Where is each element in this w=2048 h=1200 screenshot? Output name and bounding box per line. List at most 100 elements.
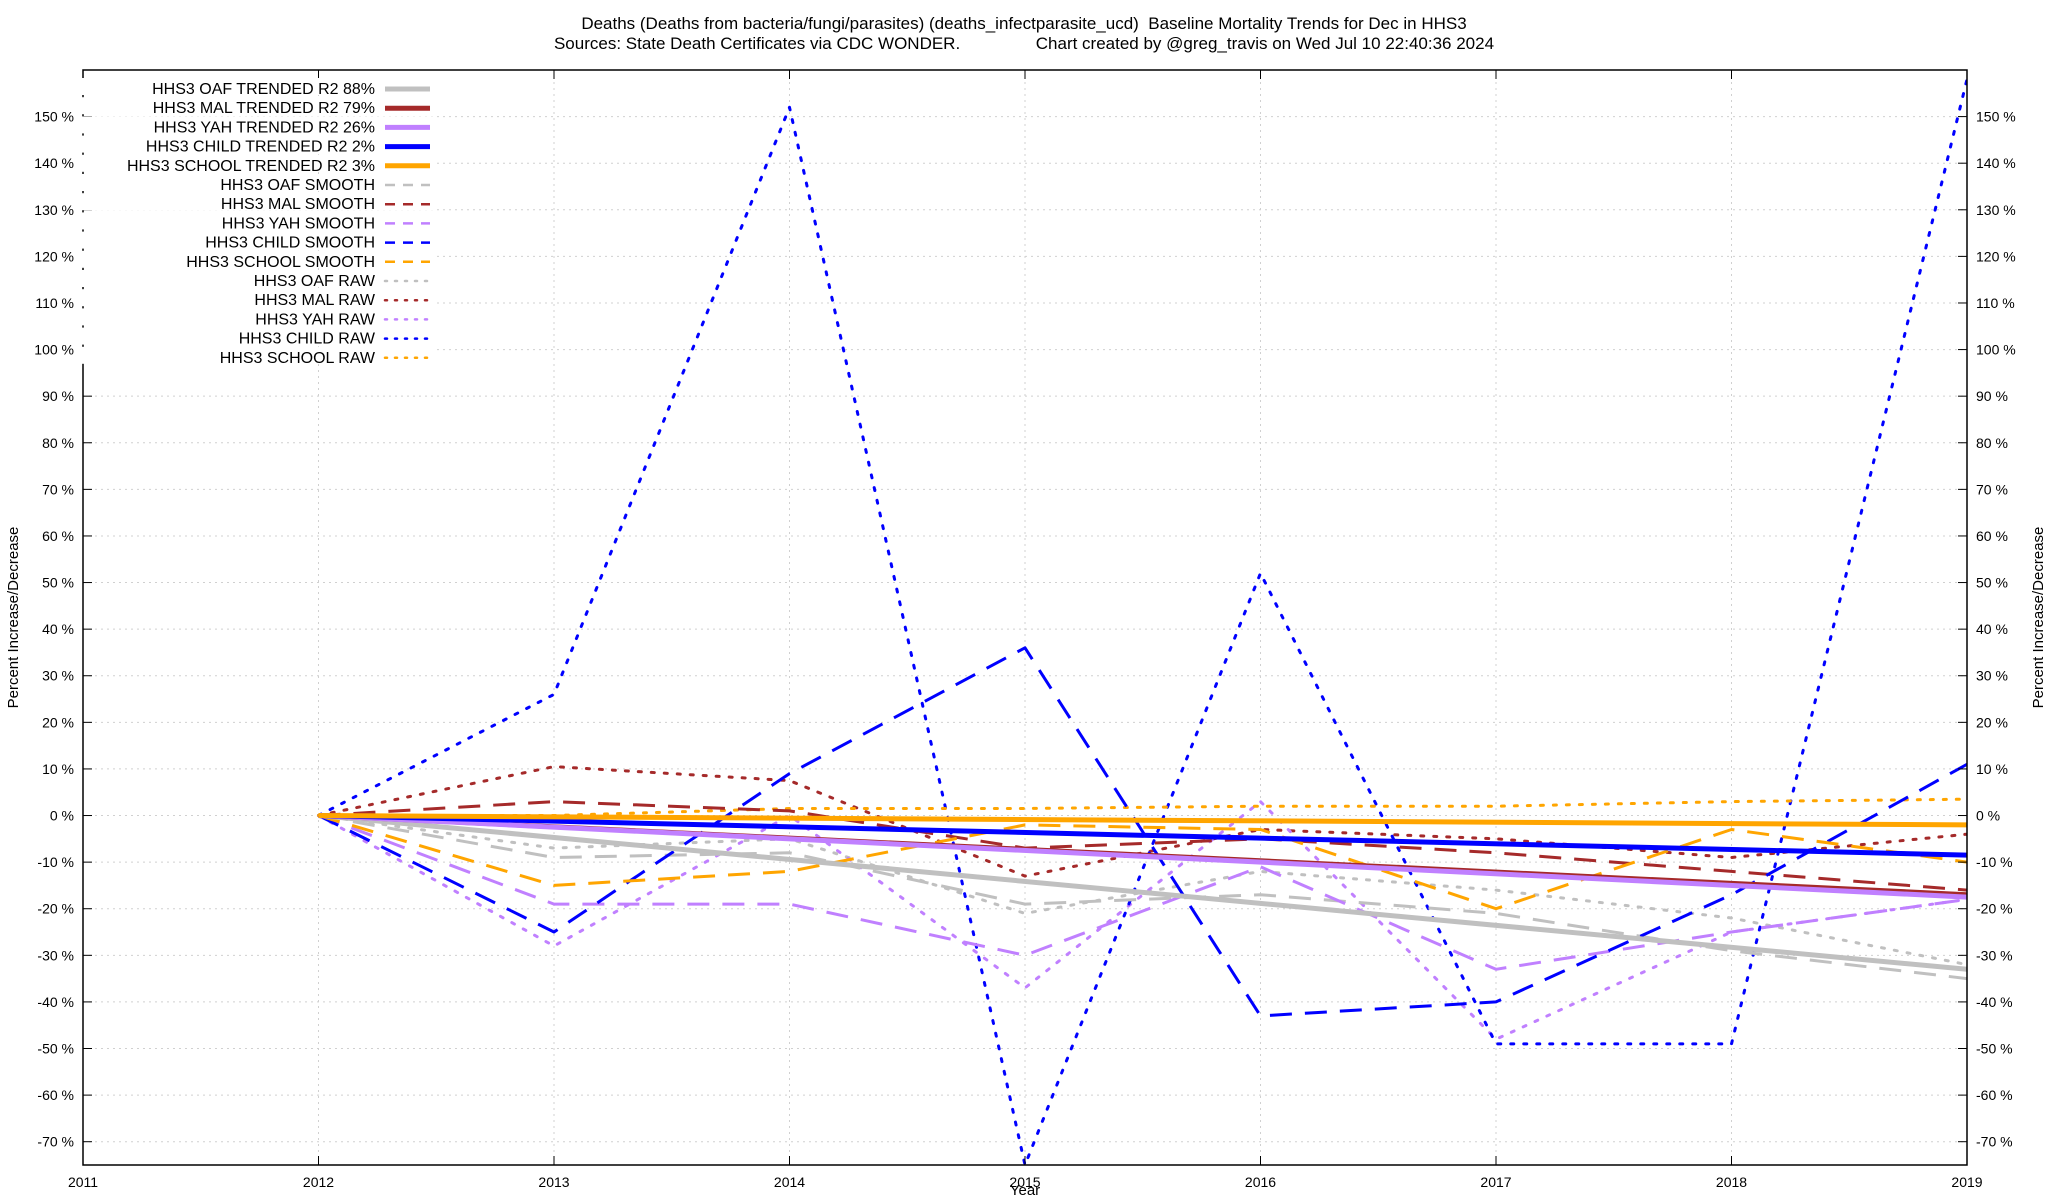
legend-label: HHS3 SCHOOL RAW <box>220 350 376 367</box>
legend-label: HHS3 OAF TRENDED R2 88% <box>152 81 375 98</box>
y-tick-label-right: 80 % <box>1976 435 2008 451</box>
y-tick-label-right: -30 % <box>1976 947 2013 963</box>
legend-bg <box>75 78 435 95</box>
y-tick-label-right: -10 % <box>1976 854 2013 870</box>
series-line-hhs3-mal-smooth <box>318 800 1967 892</box>
y-tick-label: 100 % <box>34 342 74 358</box>
y-tick-label-right: 10 % <box>1976 761 2008 777</box>
y-tick-label-right: -20 % <box>1976 901 2013 917</box>
y-tick-label: 80 % <box>42 435 74 451</box>
series-lines <box>317 77 1967 1165</box>
legend-bg <box>75 308 435 326</box>
legend-bg <box>75 327 435 345</box>
series-line-hhs3-school-raw <box>317 797 1967 817</box>
y-tick-label: -20 % <box>37 901 74 917</box>
x-axis-label: Year <box>1010 1182 1040 1199</box>
series-line-hhs3-child-smooth <box>317 646 1967 1018</box>
y-tick-label: 30 % <box>42 668 74 684</box>
legend-bg <box>75 270 435 287</box>
y-tick-label: 130 % <box>34 202 74 218</box>
y-tick-label: 50 % <box>42 575 74 591</box>
x-tick-label: 2013 <box>538 1174 569 1190</box>
legend-label: HHS3 SCHOOL TRENDED R2 3% <box>127 158 375 175</box>
y-tick-label-right: 100 % <box>1976 342 2016 358</box>
legend-bg <box>75 212 435 230</box>
y-tick-label-right: -50 % <box>1976 1041 2013 1057</box>
y-tick-label: -60 % <box>37 1087 74 1103</box>
y-tick-label: 120 % <box>34 248 74 264</box>
y-tick-label: 140 % <box>34 155 74 171</box>
x-tick-label: 2018 <box>1716 1174 1747 1190</box>
y-tick-label-right: 130 % <box>1976 202 2016 218</box>
y-tick-label: 40 % <box>42 621 74 637</box>
series-line-hhs3-yah-smooth <box>317 814 1967 971</box>
legend-label: HHS3 YAH TRENDED R2 26% <box>154 119 375 136</box>
legend: HHS3 OAF TRENDED R2 88% HHS3 MAL TRENDED … <box>75 78 435 367</box>
x-tick-label: 2017 <box>1480 1174 1511 1190</box>
legend-bg <box>75 135 435 153</box>
legend-label: HHS3 SCHOOL SMOOTH <box>186 254 375 271</box>
x-tick-label: 2014 <box>774 1174 805 1190</box>
y-tick-label: -10 % <box>37 854 74 870</box>
series-line-hhs3-oaf-trended-r2-88 <box>318 813 1967 972</box>
x-tick-label: 2012 <box>303 1174 334 1190</box>
y-tick-label: 20 % <box>42 714 74 730</box>
y-tick-label: -40 % <box>37 994 74 1010</box>
y-tick-label-right: -70 % <box>1976 1134 2013 1150</box>
y-tick-label-right: 140 % <box>1976 155 2016 171</box>
y-axis-label: Percent Increase/Decrease <box>5 527 22 709</box>
legend-label: HHS3 YAH SMOOTH <box>222 215 375 232</box>
y-tick-label-right: 20 % <box>1976 714 2008 730</box>
legend-bg <box>75 97 435 115</box>
legend-bg <box>75 250 435 268</box>
y-tick-label-right: 40 % <box>1976 621 2008 637</box>
legend-bg <box>75 174 435 191</box>
series-line-hhs3-yah-trended-r2-26 <box>318 813 1967 900</box>
series-line-hhs3-yah-raw <box>317 800 1967 1041</box>
y-tick-label: 90 % <box>42 388 74 404</box>
y-tick-label: -70 % <box>37 1134 74 1150</box>
y-tick-label-right: -60 % <box>1976 1087 2013 1103</box>
legend-bg <box>75 154 435 172</box>
y-tick-label-right: 30 % <box>1976 668 2008 684</box>
legend-label: HHS3 MAL TRENDED R2 79% <box>153 100 375 117</box>
y-tick-label-right: 70 % <box>1976 481 2008 497</box>
chart-title: Deaths (Deaths from bacteria/fungi/paras… <box>581 14 1467 33</box>
legend-label: HHS3 OAF RAW <box>254 273 376 290</box>
series-line-hhs3-mal-raw <box>317 765 1967 878</box>
legend-label: HHS3 CHILD SMOOTH <box>205 235 375 252</box>
y-tick-label-right: 120 % <box>1976 248 2016 264</box>
y-tick-label: 110 % <box>35 295 74 311</box>
y-tick-label-right: 60 % <box>1976 528 2008 544</box>
legend-bg <box>75 231 435 249</box>
y-tick-label: 60 % <box>42 528 74 544</box>
legend-label: HHS3 MAL RAW <box>254 292 376 309</box>
series-line-hhs3-child-raw <box>317 77 1967 1165</box>
x-tick-label: 2019 <box>1951 1174 1982 1190</box>
y-tick-label: 70 % <box>42 481 74 497</box>
y-tick-label-right: -40 % <box>1976 994 2013 1010</box>
x-tick-label: 2011 <box>68 1174 98 1190</box>
y-tick-label: 10 % <box>42 761 74 777</box>
y-tick-label-right: 90 % <box>1976 388 2008 404</box>
legend-label: HHS3 CHILD TRENDED R2 2% <box>146 139 375 156</box>
legend-bg <box>75 289 435 307</box>
y-axis-label-right: Percent Increase/Decrease <box>2030 527 2047 709</box>
legend-label: HHS3 CHILD RAW <box>239 331 376 348</box>
y-tick-label-right: 0 % <box>1976 808 2000 824</box>
legend-label: HHS3 YAH RAW <box>255 311 376 328</box>
y-tick-label-right: 110 % <box>1976 295 2015 311</box>
series-line-hhs3-child-trended-r2-2 <box>318 813 1967 858</box>
chart-subtitle: Sources: State Death Certificates via CD… <box>553 34 1495 53</box>
legend-bg <box>75 116 435 134</box>
y-tick-label: 150 % <box>34 109 74 125</box>
legend-label: HHS3 OAF SMOOTH <box>220 177 375 194</box>
series-line-hhs3-school-trended-r2-3 <box>318 813 1967 828</box>
y-tick-label-right: 150 % <box>1976 109 2016 125</box>
legend-bg <box>75 193 435 211</box>
y-tick-label: -50 % <box>37 1041 74 1057</box>
y-tick-label-right: 50 % <box>1976 575 2008 591</box>
series-line-hhs3-school-smooth <box>318 814 1967 911</box>
y-tick-label: 0 % <box>50 808 74 824</box>
